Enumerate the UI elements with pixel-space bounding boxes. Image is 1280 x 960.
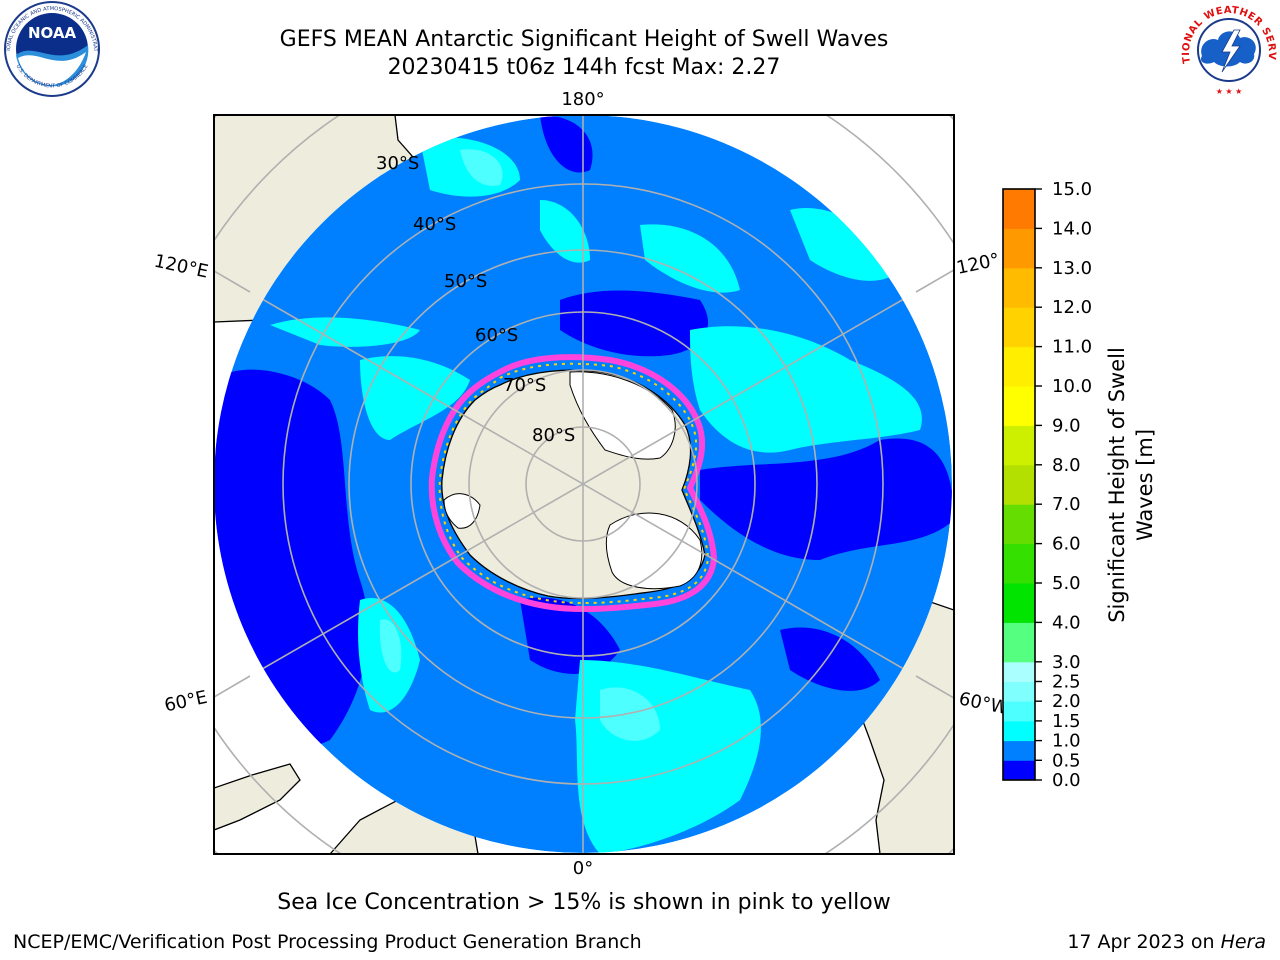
colorbar-tick-label: 0.5 bbox=[1052, 750, 1081, 771]
colorbar-tick-label: 14.0 bbox=[1052, 218, 1092, 239]
parallel-label-60s: 60°S bbox=[475, 325, 518, 346]
colorbar-tick-label: 12.0 bbox=[1052, 297, 1092, 318]
colorbar-segment bbox=[1003, 740, 1035, 761]
colorbar-tick-label: 7.0 bbox=[1052, 494, 1081, 515]
colorbar-segment bbox=[1003, 583, 1035, 623]
colorbar-tick-label: 13.0 bbox=[1052, 258, 1092, 279]
colorbar-segment bbox=[1003, 228, 1035, 269]
colorbar bbox=[1003, 189, 1035, 781]
colorbar-segment bbox=[1003, 307, 1035, 348]
colorbar-segment bbox=[1003, 543, 1035, 584]
colorbar-tick-label: 4.0 bbox=[1052, 612, 1081, 633]
colorbar-segment bbox=[1003, 425, 1035, 466]
colorbar-tick-label: 5.0 bbox=[1052, 573, 1081, 594]
colorbar-segment bbox=[1003, 346, 1035, 387]
ross-ice-shelf bbox=[569, 371, 676, 460]
meridian-label-60w: 60°W bbox=[957, 688, 1010, 719]
colorbar-frame bbox=[1002, 188, 1036, 781]
colorbar-tick-label: 0.0 bbox=[1052, 770, 1081, 791]
map-frame bbox=[213, 114, 955, 855]
madagascar-landmass bbox=[214, 763, 301, 831]
colorbar-segment bbox=[1003, 720, 1035, 742]
colorbar-tick-label: 15.0 bbox=[1052, 179, 1092, 200]
graticule bbox=[214, 115, 952, 853]
colorbar-tick-label: 3.0 bbox=[1052, 652, 1081, 673]
colorbar-segment bbox=[1003, 661, 1035, 682]
meridian-label-0: 0° bbox=[573, 858, 593, 879]
colorbar-segment bbox=[1003, 386, 1035, 426]
swell-band-1.5-2 bbox=[379, 149, 660, 741]
colorbar-segment bbox=[1003, 681, 1035, 702]
footer-date: 17 Apr 2023 on Hera bbox=[1067, 931, 1266, 953]
footer-credit: NCEP/EMC/Verification Post Processing Pr… bbox=[13, 931, 642, 953]
chart-title: GEFS MEAN Antarctic Significant Height o… bbox=[279, 27, 889, 52]
colorbar-tick-label: 8.0 bbox=[1052, 455, 1081, 476]
nws-stars: ★ ★ ★ bbox=[1216, 87, 1243, 96]
colorbar-tick-label: 9.0 bbox=[1052, 415, 1081, 436]
colorbar-tick-label: 1.0 bbox=[1052, 731, 1081, 752]
colorbar-segment bbox=[1003, 267, 1035, 308]
colorbar-segment bbox=[1003, 622, 1035, 663]
colorbar-segment bbox=[1003, 504, 1035, 545]
colorbar-segment bbox=[1003, 189, 1035, 229]
noaa-wordmark: NOAA bbox=[28, 24, 77, 42]
colorbar-segment bbox=[1003, 464, 1035, 505]
ronne-ice-shelf bbox=[605, 512, 703, 590]
nws-logo-icon: NATIONAL WEATHER SERVICE ★ ★ ★ bbox=[1178, 0, 1277, 98]
footer-host: Hera bbox=[1220, 931, 1266, 953]
colorbar-segment bbox=[1003, 760, 1035, 781]
colorbar-tick-label: 2.0 bbox=[1052, 691, 1081, 712]
meridian-label-120w: 120° bbox=[955, 249, 1002, 279]
colorbar-label-line2: Waves [m] bbox=[1133, 429, 1157, 541]
footer-date-text: 17 Apr 2023 on bbox=[1067, 931, 1221, 953]
parallel-label-80s: 80°S bbox=[532, 425, 575, 446]
colorbar-segment bbox=[1003, 701, 1035, 722]
colorbar-tick-label: 10.0 bbox=[1052, 376, 1092, 397]
colorbar-tick-label: 1.5 bbox=[1052, 711, 1081, 732]
parallel-label-70s: 70°S bbox=[503, 375, 546, 396]
colorbar-tick-label: 2.5 bbox=[1052, 672, 1081, 693]
parallel-label-40s: 40°S bbox=[413, 214, 456, 235]
colorbar-label-line1: Significant Height of Swell bbox=[1105, 347, 1129, 623]
colorbar-tick-label: 11.0 bbox=[1052, 337, 1092, 358]
meridian-label-120e: 120°E bbox=[152, 251, 210, 283]
chart-subtitle: 20230415 t06z 144h fcst Max: 2.27 bbox=[387, 55, 781, 80]
meridian-label-180: 180° bbox=[561, 89, 604, 110]
sea-ice-edge bbox=[428, 354, 717, 613]
map-area bbox=[214, 115, 954, 854]
parallel-label-30s: 30°S bbox=[376, 153, 419, 174]
parallel-label-50s: 50°S bbox=[444, 271, 487, 292]
meridian-label-60e: 60°E bbox=[163, 687, 210, 717]
noaa-logo-icon: NOAA NATIONAL OCEANIC AND ATMOSPHERIC AD… bbox=[0, 0, 100, 97]
colorbar-tick-label: 6.0 bbox=[1052, 534, 1081, 555]
sea-ice-caption: Sea Ice Concentration > 15% is shown in … bbox=[277, 890, 891, 915]
